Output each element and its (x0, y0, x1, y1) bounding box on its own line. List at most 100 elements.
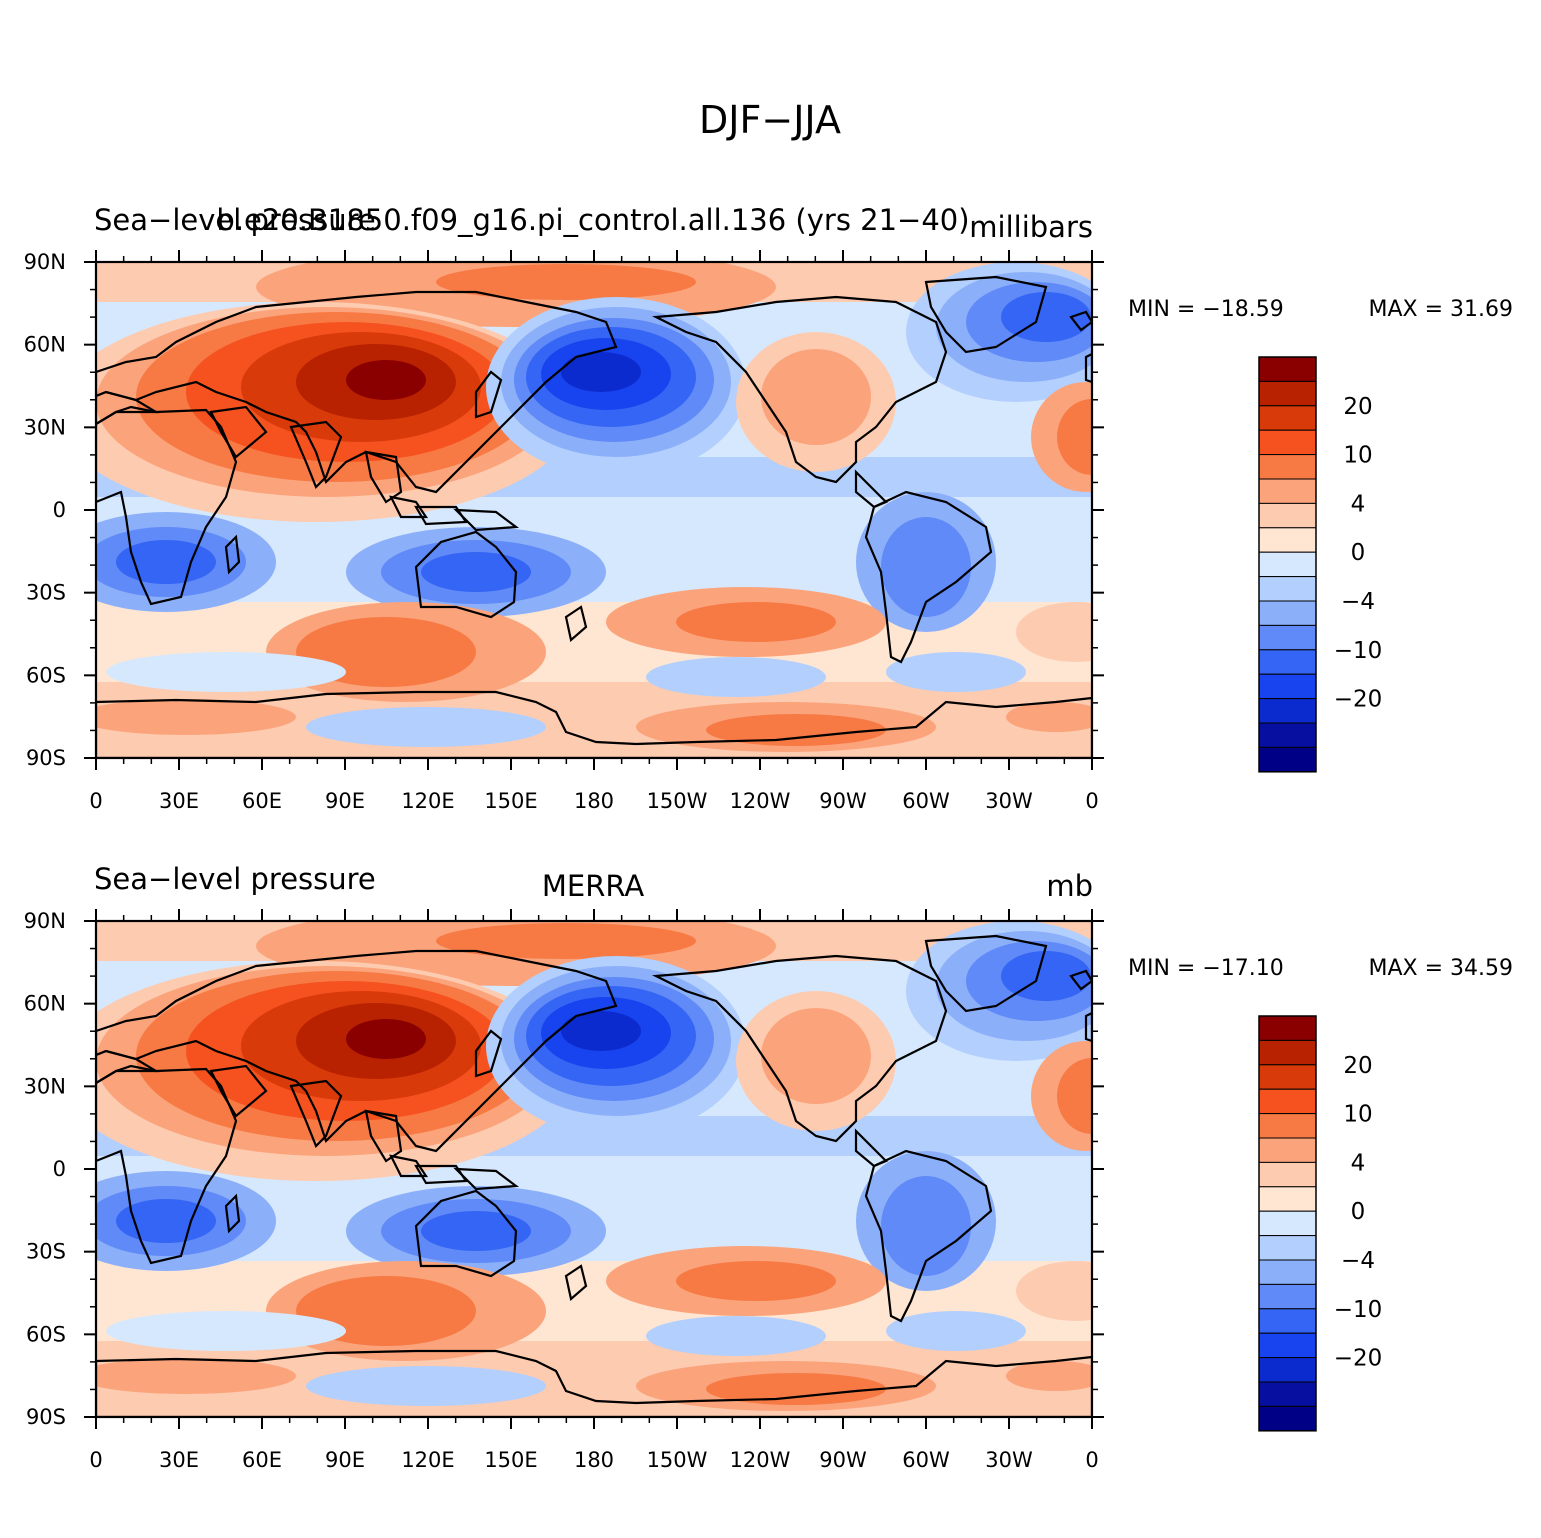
colorbar-box (1258, 1405, 1317, 1432)
colorbar-label: 20 (1343, 394, 1372, 420)
lon-tick-label: 150W (647, 789, 708, 813)
lon-tick-label: 0 (1085, 789, 1098, 813)
colorbar-label: −10 (1334, 638, 1383, 664)
lon-tick-label: 30W (985, 789, 1033, 813)
lat-tick-label: 30S (26, 581, 66, 605)
colorbar-box (1258, 527, 1317, 553)
colorbar-box (1258, 1015, 1317, 1041)
colorbar-box (1258, 600, 1317, 626)
colorbar-box (1258, 454, 1317, 480)
lat-tick-label: 60N (24, 333, 66, 357)
panel-right-string: millibars (969, 210, 1093, 244)
lon-tick-label: 120E (401, 789, 454, 813)
lon-tick-label: 90W (819, 789, 867, 813)
lat-tick-label: 90S (26, 746, 66, 770)
colorbar-box (1258, 1039, 1317, 1066)
axis-ticks: 90N 60N 30N 0 30S 60S 90S 0 30E 60E 90E 120E 150E 180… (24, 909, 1104, 1472)
lon-tick-label: 60W (902, 1448, 950, 1472)
lon-tick-label: 30E (159, 1448, 199, 1472)
colorbar-box (1258, 673, 1317, 700)
lon-tick-label: 0 (1085, 1448, 1098, 1472)
lon-tick-label: 120E (401, 1448, 454, 1472)
lat-tick-label: 30N (24, 415, 66, 439)
colorbar: 20 10 4 0 −4 −10 −20 (1258, 356, 1383, 773)
colorbar-frame (1258, 1015, 1317, 1432)
colorbar-label: 4 (1351, 1150, 1366, 1176)
colorbar-label: −4 (1341, 589, 1375, 615)
colorbar-box (1258, 576, 1317, 602)
lon-tick-label: 120W (730, 789, 791, 813)
lon-tick-label: 90W (819, 1448, 867, 1472)
lon-tick-label: 30W (985, 1448, 1033, 1472)
colorbar-box (1258, 624, 1317, 651)
panel-right-string: mb (1046, 869, 1093, 903)
colorbar-box (1258, 1088, 1317, 1115)
axis-ticks: 90N 60N 30N 0 30S 60S 90S 0 30E 60E 90E 120E 150E 180… (24, 250, 1104, 813)
colorbar-label: 0 (1351, 540, 1366, 566)
colorbar-label: −20 (1334, 1346, 1383, 1372)
colorbar-box (1258, 698, 1317, 724)
lon-tick-label: 180 (574, 1448, 614, 1472)
lon-tick-label: 180 (574, 789, 614, 813)
lat-tick-label: 0 (53, 1157, 66, 1181)
colorbar-box (1258, 1161, 1317, 1188)
colorbar-box (1258, 1210, 1317, 1237)
colorbar-box (1258, 478, 1317, 504)
panel-left-string: Sea−level pressure (94, 203, 376, 237)
lon-tick-label: 120W (730, 1448, 791, 1472)
panel-model: Sea−level pressure b.e20.B1850.f09_g16.p… (24, 203, 1513, 813)
colorbar-box (1258, 405, 1317, 431)
colorbar-box (1258, 429, 1317, 456)
max-label: MAX = 31.69 (1368, 297, 1513, 322)
colorbar-box (1258, 1381, 1317, 1407)
min-label: MIN = −18.59 (1128, 297, 1284, 322)
figure-title: DJF−JJA (699, 98, 841, 142)
lat-tick-label: 90N (24, 250, 66, 274)
colorbar-box (1258, 1137, 1317, 1163)
colorbar-box (1258, 502, 1317, 529)
colorbar-box (1258, 1308, 1317, 1334)
lon-tick-label: 0 (89, 1448, 102, 1472)
lat-tick-label: 60S (26, 663, 66, 687)
lat-tick-label: 0 (53, 498, 66, 522)
colorbar-box (1258, 551, 1317, 578)
colorbar-label: 0 (1351, 1199, 1366, 1225)
colorbar-box (1258, 722, 1317, 748)
lon-tick-label: 90E (325, 1448, 365, 1472)
panel-center-string: MERRA (542, 869, 644, 903)
lon-tick-label: 60E (242, 1448, 282, 1472)
lon-tick-label: 150W (647, 1448, 708, 1472)
colorbar-label: −20 (1334, 687, 1383, 713)
colorbar: 20 10 4 0 −4 −10 −20 (1258, 1015, 1383, 1432)
panel-left-string: Sea−level pressure (94, 862, 376, 896)
colorbar-label: 4 (1351, 491, 1366, 517)
colorbar-box (1258, 380, 1317, 407)
colorbar-box (1258, 1283, 1317, 1310)
lon-tick-label: 60W (902, 789, 950, 813)
colorbar-box (1258, 1186, 1317, 1212)
colorbar-box (1258, 1259, 1317, 1285)
lat-tick-label: 90N (24, 909, 66, 933)
colorbar-box (1258, 746, 1317, 773)
colorbar-label: 20 (1343, 1053, 1372, 1079)
colorbar-frame (1258, 356, 1317, 773)
colorbar-label: −4 (1341, 1248, 1375, 1274)
lon-tick-label: 0 (89, 789, 102, 813)
colorbar-label: −10 (1334, 1297, 1383, 1323)
colorbar-box (1258, 356, 1317, 382)
colorbar-box (1258, 1235, 1317, 1261)
panel-merra: Sea−level pressure MERRA mb 90N 60N 30N 0 30… (24, 862, 1513, 1472)
lon-tick-label: 30E (159, 789, 199, 813)
colorbar-box (1258, 649, 1317, 675)
lat-tick-label: 90S (26, 1405, 66, 1429)
lat-tick-label: 30S (26, 1240, 66, 1264)
min-label: MIN = −17.10 (1128, 956, 1284, 981)
colorbar-box (1258, 1357, 1317, 1383)
max-label: MAX = 34.59 (1368, 956, 1513, 981)
map-plot-area (96, 262, 1092, 758)
colorbar-box (1258, 1113, 1317, 1139)
colorbar-box (1258, 1332, 1317, 1359)
lat-tick-label: 60S (26, 1322, 66, 1346)
lon-tick-label: 90E (325, 789, 365, 813)
panel-center-string: b.e20.B1850.f09_g16.pi_control.all.136 (… (216, 203, 969, 237)
